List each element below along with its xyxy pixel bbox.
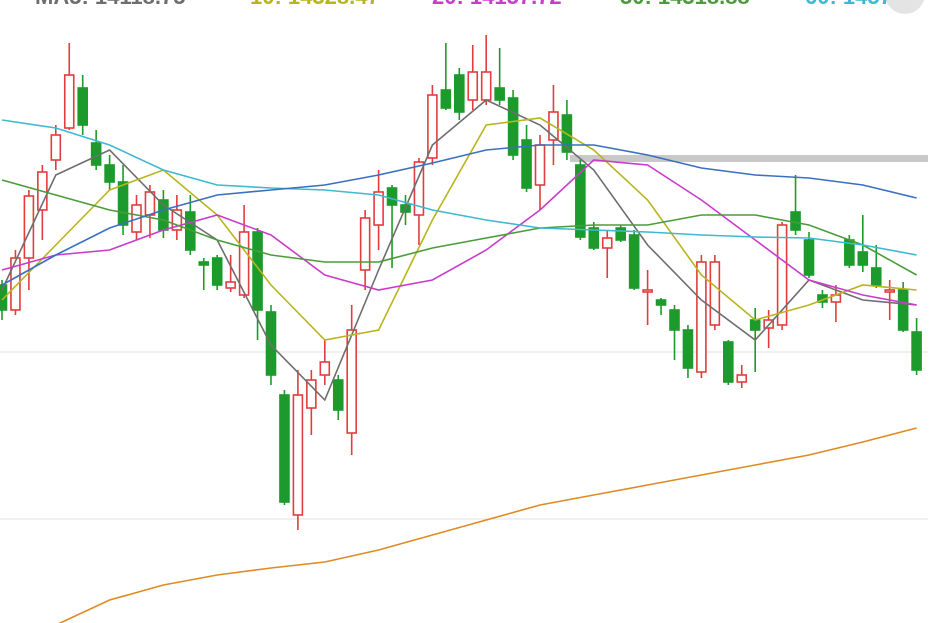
candle-body xyxy=(655,299,667,306)
candle-body xyxy=(897,289,909,331)
candle-body xyxy=(669,309,680,331)
candle-body xyxy=(10,257,21,311)
ma-line xyxy=(1,144,917,286)
candle-body xyxy=(682,329,694,369)
candle-body xyxy=(494,87,505,101)
legend-entry: 10: 14328.47 xyxy=(250,0,380,9)
candle-body xyxy=(534,144,546,186)
candle-body xyxy=(77,87,88,126)
legend-entry: 30: 14318.88 xyxy=(620,0,750,9)
candle-body xyxy=(507,97,519,156)
legend-entry: MA5: 14118.75 xyxy=(35,0,185,9)
candle-body xyxy=(857,251,869,266)
candle-body xyxy=(601,237,613,249)
candle-body xyxy=(386,187,398,206)
candle-body xyxy=(427,94,438,159)
candle-body xyxy=(117,181,129,226)
candle-body xyxy=(211,257,223,286)
candle-body xyxy=(225,281,236,289)
candle-body xyxy=(63,74,75,129)
candle-body xyxy=(628,234,640,289)
candle-body xyxy=(23,195,35,259)
candle-body xyxy=(279,394,290,503)
candle-body xyxy=(615,227,627,241)
legend-entry: 60: 1457 xyxy=(805,0,892,9)
candle-body xyxy=(332,379,344,411)
candle-body xyxy=(776,224,788,326)
candle-body xyxy=(292,394,304,516)
ma-line xyxy=(1,179,917,276)
candle-body xyxy=(521,139,532,189)
candle-body xyxy=(252,231,263,311)
plot-area xyxy=(0,35,922,623)
candle-body xyxy=(346,329,358,434)
button[interactable] xyxy=(885,0,925,14)
candle-body xyxy=(803,239,815,276)
candle-body xyxy=(790,211,801,231)
candle-body xyxy=(50,134,62,161)
candle-body xyxy=(884,289,896,293)
candle-body xyxy=(104,164,115,183)
candle-body xyxy=(453,74,465,113)
candle-body xyxy=(575,164,586,238)
price-marker xyxy=(570,155,928,162)
candle-body xyxy=(736,374,748,383)
candle-body xyxy=(319,361,331,376)
ma-line xyxy=(1,119,917,256)
legend-entry: 20: 14157.72 xyxy=(432,0,562,9)
candle-body xyxy=(359,217,371,271)
candle-body xyxy=(870,267,882,286)
candle-body xyxy=(171,209,183,231)
candle-body xyxy=(480,71,492,101)
candle-body xyxy=(467,71,479,101)
candle-body xyxy=(198,261,210,266)
candle-body xyxy=(306,379,317,409)
candle-body xyxy=(709,261,721,326)
candle-body xyxy=(588,227,600,249)
ma-line xyxy=(1,99,917,402)
candle-body xyxy=(238,231,250,296)
ma-line xyxy=(1,117,917,341)
candle-body xyxy=(373,191,384,226)
candle-body xyxy=(749,319,761,331)
candle-body xyxy=(722,341,734,383)
legend: MA5: 14118.75 10: 14328.47 20: 14157.72 30:… xyxy=(35,0,892,9)
candle-body xyxy=(642,289,653,293)
ma-line xyxy=(58,427,917,623)
candle-body xyxy=(911,331,922,371)
ma-line xyxy=(1,159,917,306)
candle-body xyxy=(696,261,707,373)
candle-body xyxy=(440,89,452,109)
